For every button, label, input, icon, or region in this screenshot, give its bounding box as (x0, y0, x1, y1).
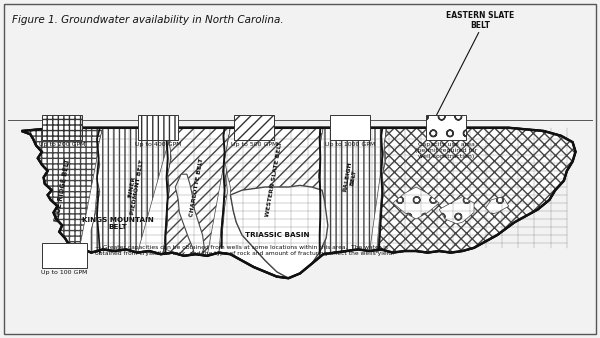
Text: — Greater capacities can be obtained from wells at some locations within this ar: — Greater capacities can be obtained fro… (95, 245, 394, 256)
Bar (42, 243, 87, 268)
Polygon shape (230, 186, 328, 278)
Polygon shape (393, 187, 439, 219)
Text: Figure 1. Groundwater availability in North Carolina.: Figure 1. Groundwater availability in No… (12, 15, 284, 25)
Text: Up to 200 GPM: Up to 200 GPM (39, 142, 85, 147)
Text: Up to 400 GPM: Up to 400 GPM (135, 142, 181, 147)
Polygon shape (224, 128, 328, 278)
Text: Capacity use area
(permit required for
well construction): Capacity use area (permit required for w… (415, 142, 477, 159)
Bar (330, 115, 370, 140)
Polygon shape (439, 197, 474, 224)
Bar (234, 115, 274, 140)
Text: TRIASSIC BASIN: TRIASSIC BASIN (245, 232, 309, 238)
Polygon shape (485, 197, 509, 214)
Text: Up to 100 GPM: Up to 100 GPM (41, 270, 88, 275)
Text: Up to 1000 GPM: Up to 1000 GPM (325, 142, 375, 147)
Text: BLUE RIDGE BELT: BLUE RIDGE BELT (53, 158, 71, 222)
Text: CHARLOTTE BELT: CHARLOTTE BELT (189, 157, 205, 217)
Polygon shape (311, 128, 387, 264)
Bar (42, 115, 82, 140)
Polygon shape (22, 128, 575, 278)
Text: Up to 500 GPM: Up to 500 GPM (231, 142, 277, 147)
Text: WESTERN SLATE BELT: WESTERN SLATE BELT (265, 141, 283, 217)
Text: RALEIGH
BELT: RALEIGH BELT (343, 161, 358, 193)
Polygon shape (377, 128, 575, 252)
Polygon shape (91, 128, 172, 252)
Text: INNER
PIEDMONT BELT: INNER PIEDMONT BELT (125, 159, 145, 216)
Text: KINGS MOUNTAIN
BELT: KINGS MOUNTAIN BELT (82, 217, 154, 230)
Polygon shape (175, 174, 204, 254)
Bar (138, 115, 178, 140)
Text: EASTERN SLATE
BELT: EASTERN SLATE BELT (446, 10, 514, 30)
Polygon shape (164, 128, 230, 256)
Bar (426, 115, 466, 140)
Polygon shape (22, 128, 103, 252)
